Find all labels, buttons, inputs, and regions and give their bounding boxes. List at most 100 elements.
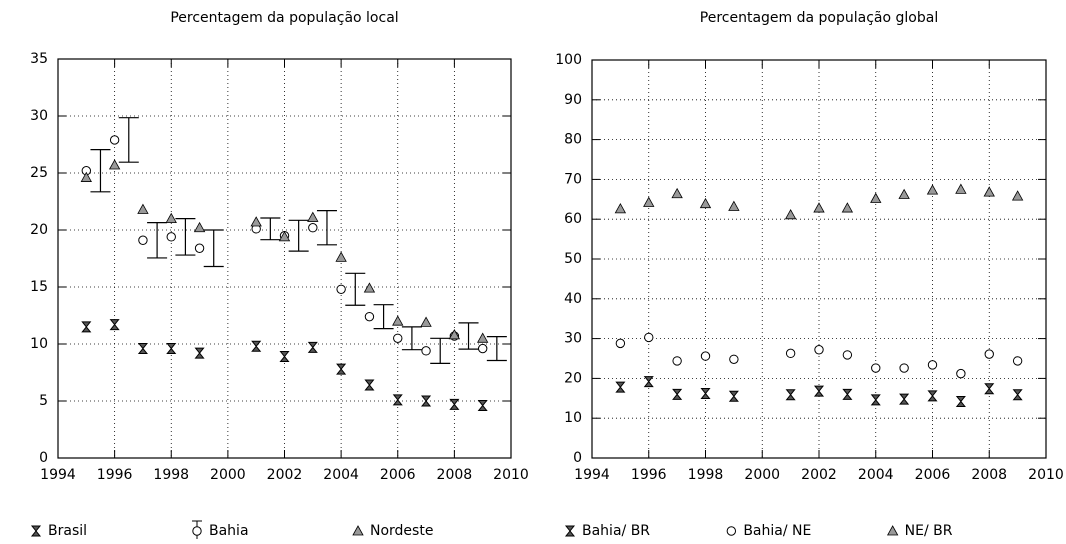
point bbox=[672, 388, 683, 400]
legend-label: Bahia bbox=[209, 523, 249, 539]
error-bar bbox=[345, 272, 366, 306]
point bbox=[250, 216, 262, 227]
point bbox=[307, 211, 319, 222]
point bbox=[336, 284, 346, 294]
point bbox=[615, 381, 626, 393]
y-tick-label: 25 bbox=[30, 165, 48, 181]
chart-subtitle: Percentagem da população global bbox=[700, 10, 938, 26]
error-bar bbox=[203, 229, 224, 268]
point bbox=[984, 383, 995, 395]
point bbox=[728, 200, 740, 211]
point bbox=[308, 223, 318, 233]
point bbox=[728, 390, 739, 402]
point bbox=[956, 368, 966, 379]
point bbox=[899, 393, 910, 405]
point bbox=[364, 311, 375, 322]
point bbox=[842, 388, 853, 400]
legend-label: Bahia/ NE bbox=[743, 523, 811, 539]
error-bar bbox=[288, 219, 309, 252]
legend-label: NE/ BR bbox=[905, 523, 953, 539]
x-tick-label: 2008 bbox=[437, 467, 473, 483]
y-tick-label: 50 bbox=[564, 251, 582, 267]
legend-icon bbox=[564, 525, 576, 537]
point bbox=[644, 332, 654, 343]
x-tick-label: 1994 bbox=[574, 467, 610, 483]
y-tick-label: 70 bbox=[564, 171, 582, 187]
x-tick-label: 1998 bbox=[688, 467, 724, 483]
point bbox=[671, 187, 683, 199]
point bbox=[364, 379, 375, 391]
point bbox=[899, 363, 909, 373]
point bbox=[699, 197, 712, 209]
point bbox=[615, 338, 626, 349]
y-tick-label: 30 bbox=[564, 331, 582, 347]
error-bar bbox=[90, 149, 111, 193]
point bbox=[108, 159, 121, 170]
point bbox=[984, 349, 994, 359]
x-tick-label: 2000 bbox=[210, 467, 246, 483]
point bbox=[927, 360, 938, 370]
point bbox=[279, 351, 290, 363]
legend-icon bbox=[352, 525, 364, 536]
point bbox=[870, 192, 882, 203]
point bbox=[785, 348, 796, 359]
point bbox=[166, 343, 177, 355]
legend-icon bbox=[726, 526, 737, 536]
error-bar bbox=[458, 322, 479, 350]
legend-icon bbox=[886, 525, 899, 536]
point bbox=[813, 385, 825, 397]
y-tick-label: 10 bbox=[564, 410, 582, 426]
x-tick-label: 2006 bbox=[380, 467, 416, 483]
legend-label: Nordeste bbox=[370, 523, 433, 539]
point bbox=[194, 243, 205, 253]
point bbox=[927, 390, 938, 402]
point bbox=[393, 333, 403, 343]
x-tick-label: 2002 bbox=[801, 467, 837, 483]
y-tick-label: 100 bbox=[555, 52, 582, 68]
error-bar bbox=[430, 337, 451, 364]
point bbox=[871, 363, 881, 373]
legend-label: Bahia/ BR bbox=[582, 523, 650, 539]
point bbox=[926, 184, 939, 195]
x-tick-label: 1996 bbox=[631, 467, 667, 483]
point bbox=[700, 351, 711, 361]
plot-frame bbox=[591, 59, 1047, 459]
point bbox=[165, 212, 177, 223]
point bbox=[81, 321, 92, 333]
point bbox=[137, 343, 148, 355]
point bbox=[813, 202, 825, 213]
y-tick-label: 40 bbox=[564, 291, 582, 307]
legend-label: Brasil bbox=[48, 523, 87, 539]
point bbox=[983, 186, 995, 197]
point bbox=[477, 343, 488, 354]
error-bar bbox=[175, 218, 196, 256]
point bbox=[1012, 356, 1023, 366]
error-bar bbox=[118, 117, 139, 163]
x-tick-label: 2006 bbox=[915, 467, 951, 483]
error-bar bbox=[401, 326, 422, 351]
point bbox=[392, 394, 403, 406]
error-bar bbox=[373, 304, 394, 330]
point bbox=[449, 398, 460, 410]
plot-frame bbox=[57, 58, 512, 459]
error-bar bbox=[260, 217, 281, 241]
point bbox=[870, 394, 881, 406]
point bbox=[614, 203, 627, 214]
point bbox=[1012, 389, 1023, 401]
error-bar bbox=[316, 210, 337, 246]
x-tick-label: 2004 bbox=[858, 467, 894, 483]
point bbox=[109, 135, 120, 145]
x-tick-label: 2010 bbox=[1028, 467, 1064, 483]
y-tick-label: 35 bbox=[30, 51, 48, 67]
point bbox=[278, 231, 291, 242]
y-tick-label: 10 bbox=[30, 336, 48, 352]
point bbox=[194, 347, 205, 359]
point bbox=[448, 329, 461, 340]
y-tick-label: 5 bbox=[39, 393, 48, 409]
x-tick-label: 2002 bbox=[267, 467, 303, 483]
point bbox=[336, 363, 347, 375]
point bbox=[1011, 190, 1024, 201]
point bbox=[137, 203, 149, 214]
point bbox=[785, 389, 796, 401]
point bbox=[307, 341, 318, 353]
